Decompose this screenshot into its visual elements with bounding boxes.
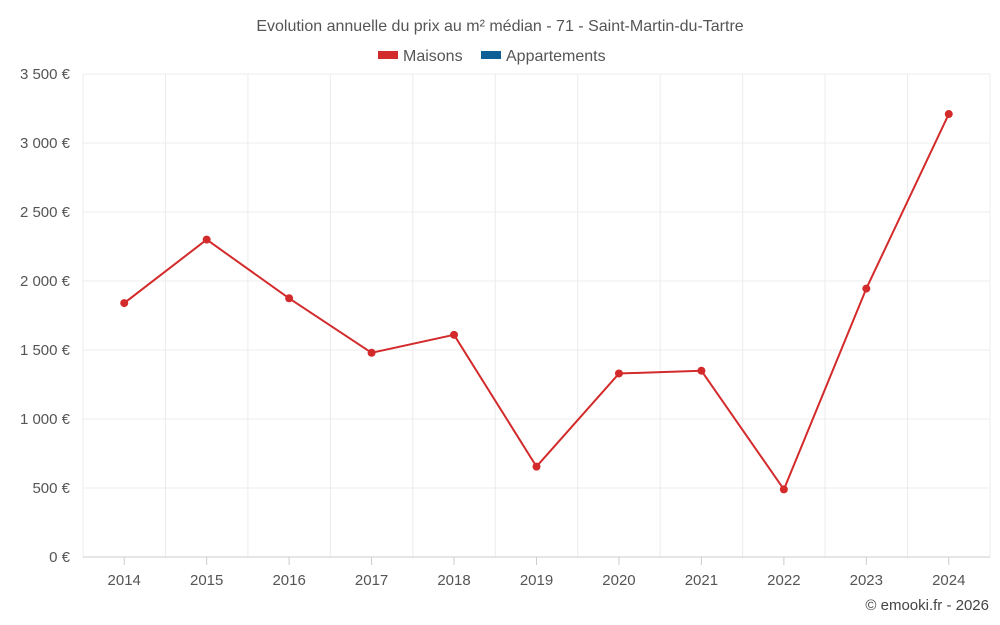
series-maisons xyxy=(120,110,953,494)
x-tick-label: 2023 xyxy=(850,572,883,589)
x-tick-label: 2019 xyxy=(520,572,553,589)
legend-label-appartements[interactable]: Appartements xyxy=(506,48,606,65)
y-tick-label: 1 500 € xyxy=(20,342,71,359)
data-point-maisons-2015[interactable] xyxy=(202,235,211,244)
data-point-maisons-2019[interactable] xyxy=(532,462,541,471)
data-point-maisons-2023[interactable] xyxy=(862,284,871,293)
y-tick-label: 1 000 € xyxy=(20,411,71,428)
data-point-maisons-2024[interactable] xyxy=(944,110,953,119)
axes: 0 € 500 € 1 000 € 1 500 € 2 000 € 2 500 € 3 00… xyxy=(20,66,990,589)
x-tick-label: 2021 xyxy=(685,572,718,589)
y-tick-label: 0 € xyxy=(49,549,71,566)
x-tick-label: 2014 xyxy=(108,572,141,589)
legend-swatch-appartements[interactable] xyxy=(481,51,501,59)
x-tick-label: 2024 xyxy=(932,572,965,589)
data-point-maisons-2014[interactable] xyxy=(120,299,129,308)
credit-text: © emooki.fr - 2026 xyxy=(865,597,989,614)
y-tick-label: 3 500 € xyxy=(20,66,71,83)
data-point-maisons-2021[interactable] xyxy=(697,366,706,375)
gridlines xyxy=(82,73,991,557)
y-tick-label: 3 000 € xyxy=(20,135,71,152)
x-tick-label: 2022 xyxy=(767,572,800,589)
y-tick-label: 2 000 € xyxy=(20,273,71,290)
x-tick-label: 2016 xyxy=(272,572,305,589)
data-point-maisons-2022[interactable] xyxy=(779,485,788,494)
legend-swatch-maisons[interactable] xyxy=(378,51,398,59)
x-tick-label: 2018 xyxy=(437,572,470,589)
legend-label-maisons[interactable]: Maisons xyxy=(403,48,463,65)
legend: Maisons Appartements xyxy=(378,48,606,65)
y-tick-label: 2 500 € xyxy=(20,204,71,221)
y-tick-label: 500 € xyxy=(32,480,70,497)
x-tick-label: 2017 xyxy=(355,572,388,589)
x-tick-label: 2020 xyxy=(602,572,635,589)
data-point-maisons-2018[interactable] xyxy=(450,330,459,339)
x-tick-label: 2015 xyxy=(190,572,223,589)
chart-title: Evolution annuelle du prix au m² médian … xyxy=(256,18,743,35)
data-point-maisons-2020[interactable] xyxy=(614,369,623,378)
data-point-maisons-2017[interactable] xyxy=(367,348,376,357)
data-point-maisons-2016[interactable] xyxy=(285,294,294,303)
